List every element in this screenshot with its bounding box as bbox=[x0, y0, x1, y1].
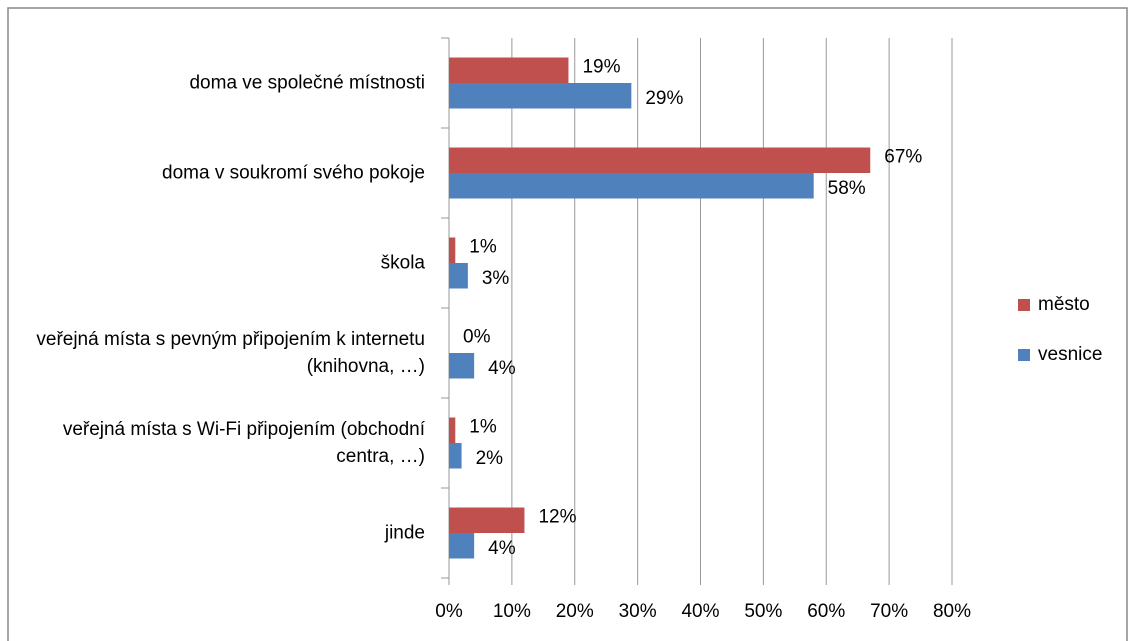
x-tick-label: 0% bbox=[435, 601, 463, 622]
x-tick-label: 30% bbox=[619, 601, 657, 622]
y-tick-label: škola bbox=[380, 252, 425, 274]
data-label: 29% bbox=[645, 88, 683, 109]
legend-swatch bbox=[1018, 349, 1030, 361]
data-label: 2% bbox=[476, 448, 504, 469]
data-label: 3% bbox=[482, 268, 510, 289]
legend-label: vesnice bbox=[1038, 344, 1102, 365]
data-label: 4% bbox=[488, 538, 516, 559]
bar bbox=[449, 83, 632, 109]
legend-swatch bbox=[1018, 299, 1030, 311]
y-tick-label: jinde bbox=[384, 522, 425, 544]
x-tick-label: 20% bbox=[556, 601, 594, 622]
bar bbox=[449, 147, 871, 173]
data-label: 19% bbox=[582, 56, 620, 77]
bar bbox=[449, 57, 569, 83]
y-tick-label: doma ve společné místnosti bbox=[189, 72, 425, 94]
bar bbox=[449, 443, 462, 469]
chart-border bbox=[7, 7, 1128, 641]
bar bbox=[449, 507, 525, 533]
y-tick-label: veřejná místa s Wi-Fi připojením (obchod… bbox=[62, 419, 425, 467]
data-label: 4% bbox=[488, 358, 516, 379]
x-tick-label: 70% bbox=[870, 601, 908, 622]
bar bbox=[449, 417, 456, 443]
data-label: 0% bbox=[463, 326, 491, 347]
x-tick-label: 40% bbox=[681, 601, 719, 622]
bar bbox=[449, 353, 475, 379]
data-label: 58% bbox=[828, 178, 866, 199]
x-tick-label: 10% bbox=[493, 601, 531, 622]
bar bbox=[449, 237, 456, 263]
x-tick-label: 60% bbox=[807, 601, 845, 622]
y-tick-label: doma v soukromí svého pokoje bbox=[162, 162, 425, 184]
x-tick-label: 80% bbox=[933, 601, 971, 622]
data-label: 1% bbox=[469, 416, 497, 437]
data-label: 12% bbox=[538, 506, 576, 527]
y-tick-label: veřejná místa s pevným připojením k inte… bbox=[36, 329, 425, 377]
bar bbox=[449, 533, 475, 559]
data-label: 67% bbox=[884, 146, 922, 167]
data-label: 1% bbox=[469, 236, 497, 257]
legend-label: město bbox=[1038, 294, 1090, 315]
x-tick-label: 50% bbox=[744, 601, 782, 622]
bar bbox=[449, 173, 814, 199]
bar bbox=[449, 263, 468, 289]
